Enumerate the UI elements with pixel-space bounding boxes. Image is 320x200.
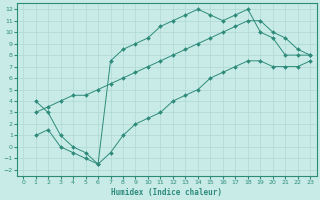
X-axis label: Humidex (Indice chaleur): Humidex (Indice chaleur) (111, 188, 222, 197)
